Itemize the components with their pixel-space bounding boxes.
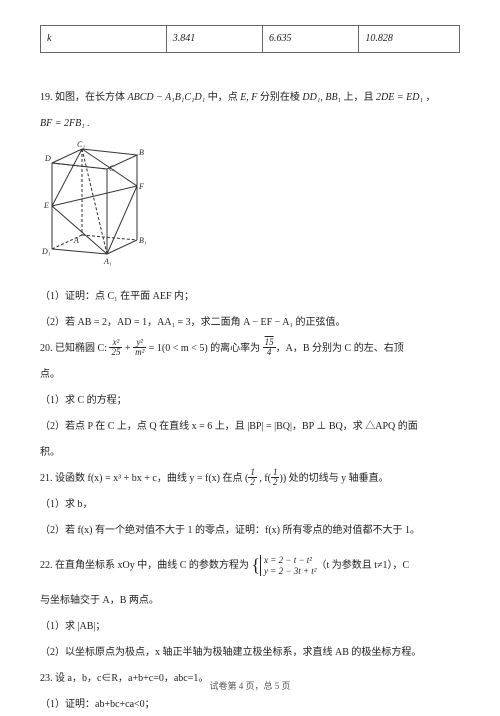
txt: ， (423, 92, 436, 103)
cell-v1: 3.841 (166, 26, 262, 53)
case1: x = 2 − t − t² (264, 555, 316, 565)
q21-part2: （2）若 f(x) 有一个绝对值不大于 1 的零点，证明：f(x) 所有零点的绝… (40, 519, 460, 542)
txt: + (122, 343, 133, 354)
q19-part2: （2）若 AB = 2，AD = 1，AA₁ = 3，求二面角 A − EF −… (40, 311, 460, 334)
lbl-A: A (73, 236, 79, 245)
q21-part1: （1）求 b， (40, 493, 460, 516)
q22-line1: 22. 在直角坐标系 xOy 中，曲线 C 的参数方程为 {x = 2 − t … (40, 545, 460, 586)
case2: y = 2 − 3t + t² (264, 566, 316, 576)
math: ABCD − A₁B₁C₁D₁ (128, 92, 206, 103)
q20-part1: （1）求 C 的方程； (40, 389, 460, 412)
txt: = 1(0 < m < 5) 的离心率为 (146, 343, 262, 354)
q20-part2b: 积。 (40, 441, 460, 464)
txt: ，A，B 分别为 C 的左、右顶 (276, 343, 404, 354)
q19-part1: （1）证明：点 C₁ 在平面 AEF 内； (40, 285, 460, 308)
q21-line1: 21. 设函数 f(x) = x³ + bx + c，曲线 y = f(x) 在… (40, 467, 460, 490)
q20-part2a: （2）若点 P 在 C 上，点 Q 在直线 x = 6 上，且 |BP| = |… (40, 415, 460, 438)
den: 4 (263, 348, 276, 357)
lbl-D: D (44, 154, 51, 163)
lbl-E: E (43, 201, 49, 210)
txt: 分别在棱 (257, 92, 302, 103)
txt: 20. 已知椭圆 C: (40, 343, 109, 354)
q20-line2: 点。 (40, 363, 460, 386)
cell-v2: 6.635 (263, 26, 359, 53)
math: DD₁, BB₁ (302, 92, 341, 103)
lbl-A1: A₁ (103, 257, 112, 266)
q23-part1: （1）证明：ab+bc+ca<0； (40, 693, 460, 716)
math: 2DE = ED₁ (376, 92, 423, 103)
lbl-C1: C₁ (77, 141, 85, 149)
txt: 上，且 (341, 92, 376, 103)
q22-line2: 与坐标轴交于 A，B 两点。 (40, 589, 460, 612)
txt: 中，点 (205, 92, 240, 103)
q22-part2: （2）以坐标原点为极点，x 轴正半轴为极轴建立极坐标系，求直线 AB 的极坐标方… (40, 641, 460, 664)
lbl-D1: D₁ (42, 247, 51, 256)
lbl-B1: B₁ (139, 236, 147, 245)
cuboid-figure: D C₁ B C E F D₁ A B₁ A₁ (42, 141, 460, 279)
txt: , f( (257, 473, 271, 484)
math: E, F (240, 92, 257, 103)
lbl-B: B (139, 148, 144, 157)
txt: （t 为参数且 t≠1），C (316, 560, 409, 571)
q19-line1: 19. 如图，在长方体 ABCD − A₁B₁C₁D₁ 中，点 E, F 分别在… (40, 86, 460, 109)
stat-table: k 3.841 6.635 10.828 (40, 25, 460, 53)
q22-part1: （1）求 |AB|； (40, 615, 460, 638)
lbl-C: C (109, 164, 115, 173)
cell-v3: 10.828 (359, 26, 460, 53)
lbl-F: F (138, 182, 144, 191)
den: 2 (271, 478, 280, 487)
txt: )) 处的切线与 y 轴垂直。 (279, 473, 388, 484)
den: 25 (109, 348, 122, 357)
den: m² (133, 348, 146, 357)
q20-line1: 20. 已知椭圆 C: x²25 + y²m² = 1(0 < m < 5) 的… (40, 337, 460, 360)
den: 2 (248, 478, 257, 487)
txt: 19. 如图，在长方体 (40, 92, 128, 103)
q19-line2: BF = 2FB₁ . (40, 112, 460, 135)
txt: 21. 设函数 f(x) = x³ + bx + c，曲线 y = f(x) 在… (40, 473, 248, 484)
txt: 22. 在直角坐标系 xOy 中，曲线 C 的参数方程为 (40, 560, 251, 571)
page-footer: 试卷第 4 页，总 5 页 (0, 677, 500, 695)
cell-k: k (41, 26, 167, 53)
